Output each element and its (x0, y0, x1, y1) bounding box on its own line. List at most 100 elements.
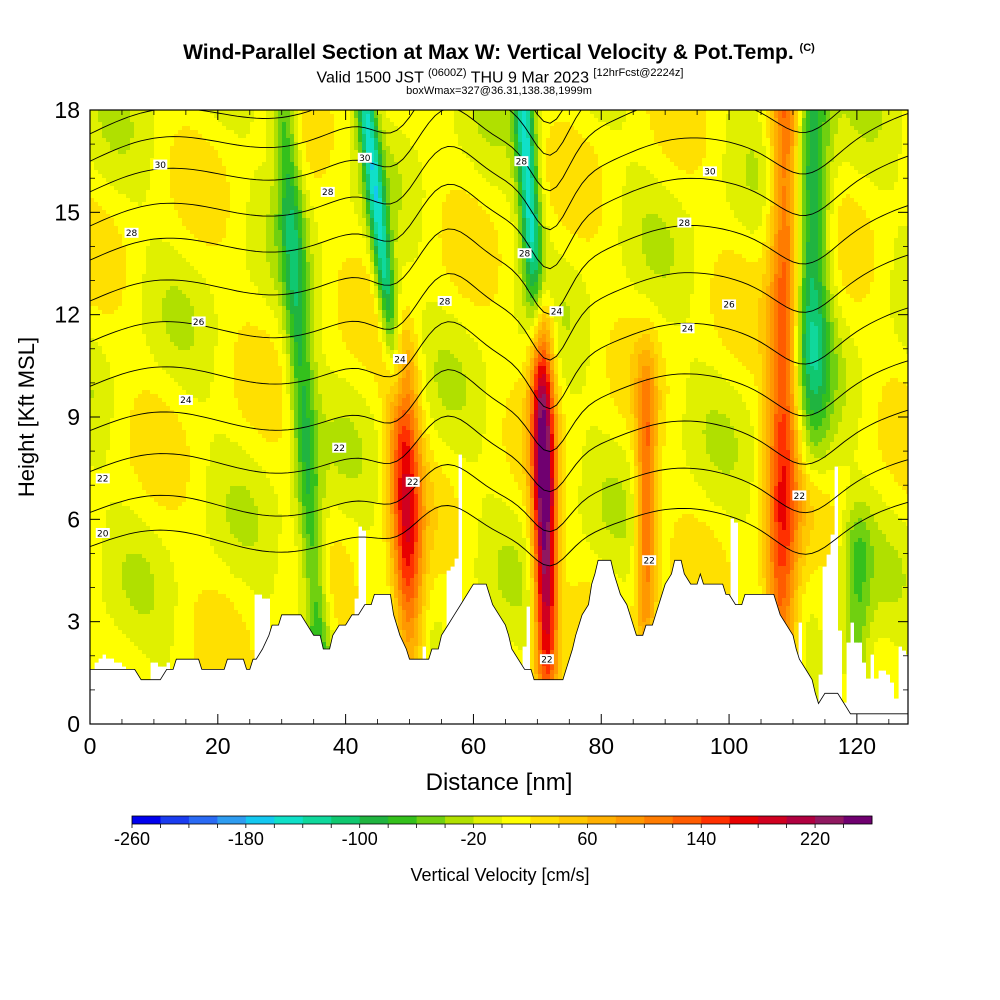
isentrope-label: 26 (191, 316, 206, 328)
isentrope-line (90, 459, 908, 533)
axes: 0 20 40 60 80 100 120 0 3 6 9 12 15 18 (54, 97, 908, 759)
svg-text:22: 22 (643, 557, 654, 567)
isentrope-line (90, 113, 908, 231)
svg-text:30: 30 (704, 168, 716, 178)
isentrope-label: 30 (702, 166, 717, 178)
svg-text:28: 28 (322, 188, 334, 198)
isentrope-label: 28 (517, 248, 532, 260)
isentrope-line (90, 409, 908, 493)
isentrope-label: 28 (437, 296, 452, 307)
colorbar-tick-label: -180 (228, 829, 264, 849)
isentrope-line (90, 254, 908, 361)
colorbar-swatch (729, 816, 759, 824)
svg-text:26: 26 (723, 301, 735, 311)
y-tick-label: 15 (54, 199, 80, 225)
y-tick-label: 0 (67, 711, 80, 737)
svg-text:26: 26 (193, 318, 205, 328)
isentrope-label: 24 (549, 306, 564, 318)
colorbar-swatch (388, 816, 418, 824)
colorbar-tick-label: 140 (686, 829, 716, 849)
svg-text:28: 28 (516, 157, 528, 167)
x-tick-label: 100 (710, 733, 748, 759)
svg-text:22: 22 (334, 444, 345, 454)
isentrope-label: 24 (680, 323, 695, 335)
colorbar-swatch (758, 816, 788, 824)
colorbar-tick-label: 60 (577, 829, 597, 849)
colorbar-swatch (644, 816, 674, 824)
isentrope-label: 22 (642, 555, 657, 567)
isentrope-label: 24 (178, 394, 193, 406)
x-tick-label: 60 (461, 733, 487, 759)
isentrope-line (90, 110, 842, 193)
isentrope-line (90, 110, 564, 135)
colorbar-swatch (786, 816, 816, 824)
colorbar-swatch (416, 816, 446, 824)
svg-text:24: 24 (682, 325, 694, 335)
isentrope-label: 28 (124, 227, 139, 239)
colorbar-swatch (672, 816, 702, 824)
chart-valid-time: Valid 1500 JST (0600Z) THU 9 Mar 2023 [1… (316, 67, 684, 87)
isentrope-label: 30 (153, 159, 168, 171)
isentrope-line (90, 205, 908, 315)
svg-text:24: 24 (394, 355, 406, 365)
colorbar-frame (131, 815, 873, 825)
isentrope-label: 22 (95, 473, 110, 485)
colorbar-swatch (245, 816, 275, 824)
colorbar-swatch (558, 816, 588, 824)
isentrope-label: 22 (792, 490, 807, 502)
svg-text:30: 30 (155, 161, 167, 171)
svg-text:22: 22 (794, 492, 805, 502)
isentrope-line (90, 155, 908, 270)
colorbar-swatch (359, 816, 389, 824)
potential-temperature-contours (90, 110, 908, 567)
isentrope-label: 20 (95, 527, 110, 539)
colorbar-swatch (160, 816, 190, 824)
colorbar-tick-label: -20 (461, 829, 487, 849)
colorbar-swatch (188, 816, 218, 824)
isentrope-label: 22 (539, 654, 554, 665)
contour-labels: 30 30 28 28 30 28 28 28 28 26 24 26 24 24 24 22 22 22 22 20… (95, 152, 807, 665)
colorbar-swatch (331, 816, 361, 824)
y-tick-label: 12 (54, 302, 80, 328)
x-tick-label: 20 (205, 733, 231, 759)
colorbar-swatch (302, 816, 332, 824)
svg-text:30: 30 (359, 154, 371, 164)
terrain-outline (90, 559, 908, 715)
svg-text:22: 22 (407, 478, 418, 488)
isentrope-label: 24 (392, 354, 407, 365)
colorbar-swatch (815, 816, 844, 824)
y-tick-label: 6 (67, 506, 80, 532)
colorbar-swatch (274, 816, 304, 824)
colorbar-tick-label: 220 (800, 829, 830, 849)
x-tick-label: 80 (588, 733, 614, 759)
svg-text:22: 22 (97, 475, 108, 485)
colorbar-swatch (445, 816, 474, 824)
colorbar-swatch (217, 816, 247, 824)
isentrope-line (90, 110, 582, 162)
colorbar-swatch (132, 816, 161, 824)
chart-title: Wind-Parallel Section at Max W: Vertical… (183, 41, 815, 64)
colorbar-swatch (473, 816, 503, 824)
x-tick-label: 0 (84, 733, 97, 759)
y-tick-label: 3 (67, 609, 80, 635)
svg-text:28: 28 (439, 297, 451, 307)
colorbar-swatch (701, 816, 731, 824)
svg-text:28: 28 (679, 219, 691, 229)
isentrope-label: 26 (722, 299, 737, 311)
terrain-mask (90, 559, 908, 724)
isentrope-line (90, 360, 908, 453)
colorbar-swatch (530, 816, 560, 824)
terrain-fill (90, 560, 908, 724)
colorbar-swatch (615, 816, 645, 824)
svg-text:22: 22 (541, 655, 552, 665)
svg-text:20: 20 (97, 529, 109, 539)
chart-box-info: boxWmax=327@36.31,138.38,1999m (406, 85, 592, 98)
colorbar-swatch (502, 816, 531, 824)
y-axis-label: Height [Kft MSL] (14, 337, 39, 497)
x-tick-label: 40 (333, 733, 359, 759)
colorbar-swatch (843, 816, 873, 824)
colorbar-tick-label: -260 (114, 829, 150, 849)
isentrope-label: 28 (320, 186, 335, 198)
svg-text:28: 28 (126, 229, 138, 239)
